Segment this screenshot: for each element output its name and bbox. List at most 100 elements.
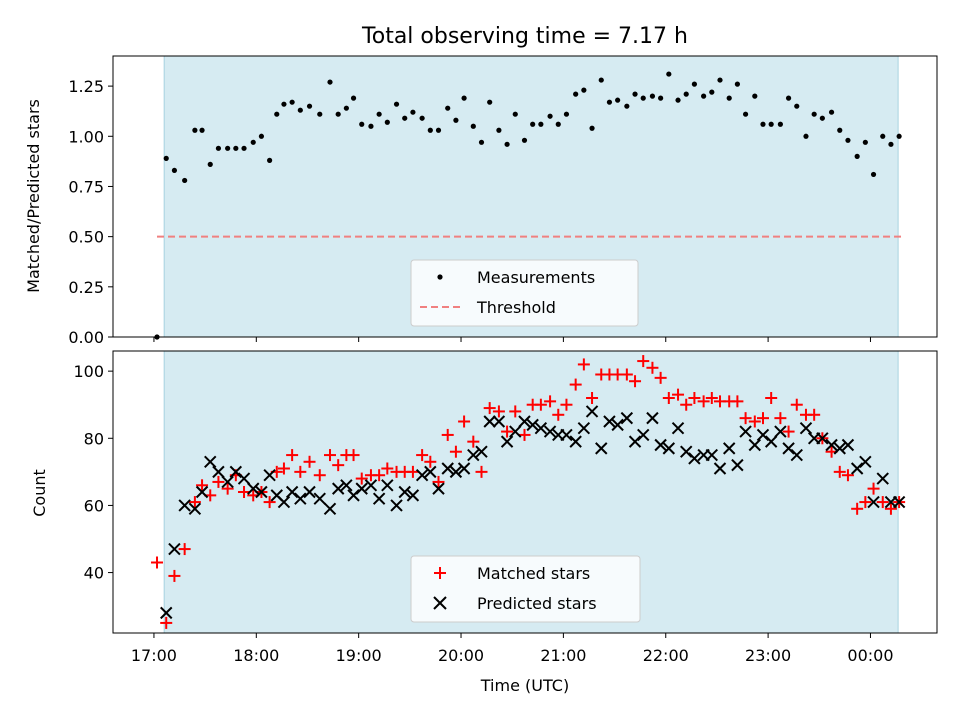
- measurement-point: [478, 139, 485, 145]
- measurement-point: [233, 145, 239, 151]
- predicted-star-point: [229, 465, 243, 479]
- predicted-star-stroke: [509, 425, 522, 438]
- predicted-star-point: [509, 425, 522, 438]
- predicted-star-point: [723, 442, 736, 455]
- predicted-star-stroke: [277, 495, 291, 509]
- predicted-star-stroke: [178, 499, 191, 512]
- predicted-star-stroke: [569, 435, 582, 448]
- measurement-point: [598, 77, 604, 83]
- predicted-star-point: [285, 485, 299, 499]
- measurement-point: [845, 137, 851, 143]
- predicted-star-stroke: [628, 435, 642, 448]
- predicted-star-point: [347, 489, 360, 502]
- matched-star-point: [416, 449, 429, 462]
- predicted-star-stroke: [774, 425, 787, 438]
- predicted-star-point: [585, 405, 599, 418]
- measurement-point: [589, 125, 595, 131]
- matched-star-point: [277, 462, 290, 475]
- predicted-star-stroke: [168, 542, 181, 556]
- predicted-star-point: [646, 411, 659, 425]
- matched-star-point: [672, 388, 685, 401]
- predicted-star-stroke: [204, 455, 217, 468]
- predicted-star-point: [247, 482, 260, 495]
- matched-star-point: [859, 496, 872, 509]
- predicted-star-stroke: [303, 485, 316, 499]
- predicted-star-point: [688, 452, 701, 465]
- predicted-star-stroke: [585, 405, 599, 418]
- bottom-legend: Matched stars Predicted stars: [410, 555, 641, 623]
- measurement-point: [701, 93, 707, 99]
- matched-star-point: [355, 472, 368, 485]
- predicted-star-stroke: [255, 485, 268, 499]
- x-tick-label: 18:00: [233, 646, 279, 665]
- measurement-point: [803, 133, 809, 139]
- predicted-star-point: [424, 465, 437, 479]
- predicted-star-point: [867, 495, 880, 509]
- matched-star-point: [294, 465, 307, 478]
- predicted-star-point: [756, 428, 770, 442]
- measurement-point: [760, 121, 766, 127]
- measurement-point: [640, 95, 646, 101]
- matched-star-point: [808, 408, 821, 421]
- predicted-star-stroke: [688, 452, 701, 465]
- measurement-point: [768, 121, 774, 127]
- predicted-star-point: [518, 415, 531, 428]
- measurement-point: [225, 145, 231, 151]
- predicted-star-point: [603, 415, 616, 428]
- matched-star-point: [697, 395, 710, 408]
- matched-star-point: [441, 428, 454, 441]
- predicted-star-stroke: [449, 465, 463, 479]
- predicted-star-stroke: [415, 469, 429, 482]
- top-y-ticks: 0.00 0.25 0.50 0.75 1.00 1.25: [68, 77, 113, 347]
- predicted-star-stroke: [646, 411, 659, 425]
- matched-star-point: [303, 455, 316, 468]
- matched-star-point: [501, 425, 514, 438]
- predicted-star-point: [713, 462, 727, 475]
- measurement-point: [573, 91, 579, 97]
- predicted-star-point: [637, 428, 650, 442]
- matched-star-point: [782, 425, 795, 438]
- measurement-point: [880, 133, 886, 139]
- measurement-point: [267, 157, 273, 163]
- matched-star-point: [458, 415, 471, 428]
- matched-star-point: [876, 496, 889, 509]
- predicted-star-point: [237, 472, 251, 485]
- measurement-point: [376, 111, 382, 117]
- predicted-star-point: [569, 435, 582, 448]
- legend-matched-label: Matched stars: [477, 564, 590, 583]
- measurement-point: [581, 87, 587, 93]
- y-tick-label: 0.50: [68, 228, 104, 247]
- matched-star-point: [509, 405, 522, 418]
- y-tick-label: 80: [84, 429, 104, 448]
- predicted-star-point: [534, 422, 548, 435]
- predicted-star-point: [671, 422, 685, 435]
- matched-star-point: [313, 469, 326, 482]
- measurement-point: [343, 105, 349, 111]
- measurement-point: [752, 93, 758, 99]
- predicted-star-stroke: [577, 422, 591, 435]
- predicted-star-stroke: [518, 415, 531, 428]
- x-tick-label: 23:00: [745, 646, 791, 665]
- predicted-star-stroke: [390, 499, 403, 512]
- measurement-point: [289, 99, 295, 105]
- y-tick-label: 60: [84, 496, 104, 515]
- predicted-star-point: [825, 438, 838, 452]
- predicted-star-point: [833, 442, 846, 455]
- measurement-point: [717, 77, 723, 83]
- legend-predicted-label: Predicted stars: [477, 594, 597, 613]
- predicted-star-stroke: [713, 462, 727, 475]
- predicted-star-point: [204, 455, 217, 468]
- predicted-star-stroke: [723, 442, 736, 455]
- top-axes-frame: [112, 55, 938, 338]
- predicted-star-stroke: [221, 475, 234, 489]
- measurement-point: [274, 111, 280, 117]
- measurement-point: [649, 93, 656, 99]
- measurement-point: [606, 99, 613, 105]
- bottom-x-ticks: 17:00 18:00 19:00 20:00 21:00 22:00 23:00 00:00: [131, 633, 894, 665]
- measurement-point: [555, 121, 561, 127]
- measurement-point: [335, 111, 341, 117]
- measurement-point: [250, 139, 256, 145]
- measurement-point: [368, 123, 374, 129]
- x-tick-label: 21:00: [540, 646, 586, 665]
- bottom-y-ticks: 40 60 80 100: [73, 362, 113, 583]
